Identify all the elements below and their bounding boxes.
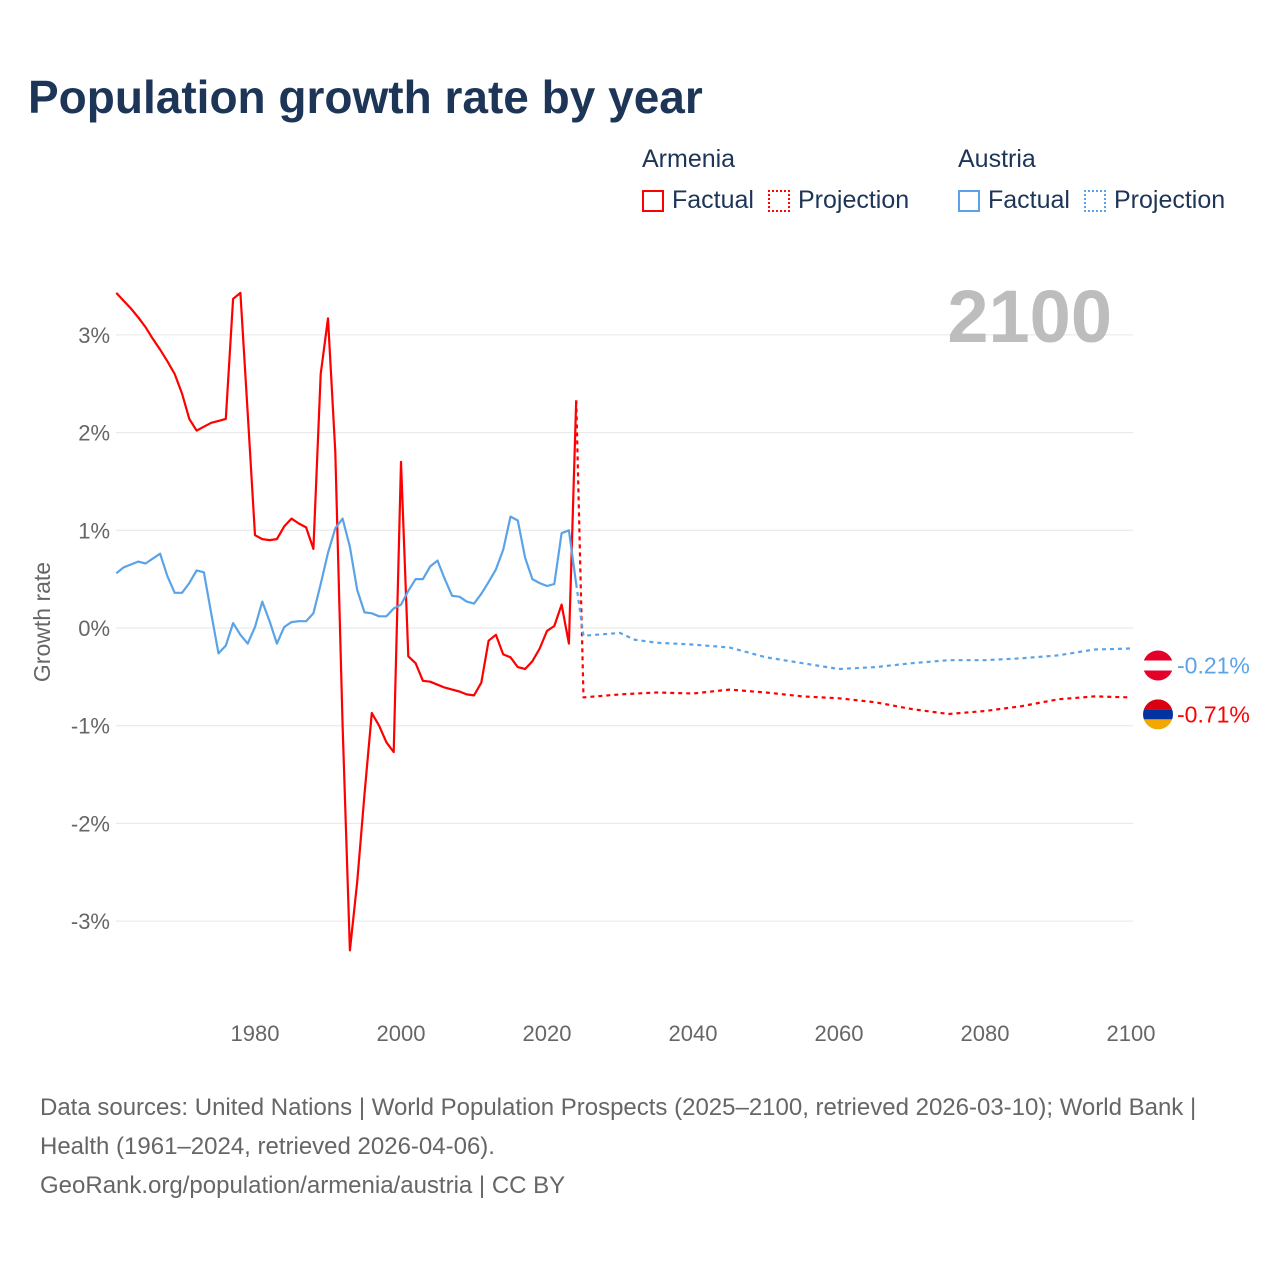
armenia-projection-line <box>575 400 1132 716</box>
legend-armenia-projection[interactable]: Projection <box>767 186 910 215</box>
legend-group-austria: Austria <box>958 145 1036 173</box>
austria-factual-line <box>115 515 578 655</box>
austria-flag-icon <box>1143 650 1173 681</box>
x-tick-label: 2040 <box>669 1021 718 1046</box>
credit-link[interactable]: GeoRank.org/population/armenia/austria |… <box>40 1172 566 1199</box>
y-tick-label: 0% <box>78 616 110 641</box>
dotted-swatch-icon <box>1083 189 1106 212</box>
x-tick-label: 2080 <box>961 1021 1010 1046</box>
austria-end-label: -0.21% <box>1177 653 1250 679</box>
y-axis-label: Growth rate <box>29 562 55 682</box>
line-chart: 3% 2% 1% 0% -1% -2% -3% 1980 2000 2020 2040 2060 208… <box>29 275 1250 1046</box>
y-tick-label: -3% <box>71 909 110 934</box>
armenia-factual-line <box>115 291 578 952</box>
footer: Data sources: United Nations | World Pop… <box>40 1088 1240 1205</box>
solid-swatch-icon <box>642 189 664 212</box>
data-sources: Data sources: United Nations | World Pop… <box>40 1094 1197 1160</box>
legend-label: Factual <box>672 186 754 214</box>
legend-armenia-factual[interactable]: Factual <box>642 186 754 215</box>
legend-label: Projection <box>797 186 910 214</box>
legend-armenia: Factual Projection <box>642 186 923 215</box>
x-tick-label: 2000 <box>377 1021 426 1046</box>
legend-label: Factual <box>988 186 1070 214</box>
legend-group-armenia: Armenia <box>642 145 736 173</box>
y-tick-label: -2% <box>71 811 110 836</box>
y-tick-label: 3% <box>78 323 110 348</box>
legend-label: Projection <box>1113 186 1226 214</box>
y-tick-label: -1% <box>71 714 110 739</box>
year-overlay: 2100 <box>947 275 1112 358</box>
austria-projection-line <box>575 583 1132 671</box>
y-tick-label: 1% <box>78 518 110 543</box>
armenia-end-label: -0.71% <box>1177 701 1250 727</box>
dotted-swatch-icon <box>767 189 790 212</box>
legend-austria: Factual Projection <box>958 186 1239 215</box>
armenia-flag-icon <box>1143 699 1173 730</box>
solid-swatch-icon <box>958 189 980 212</box>
x-tick-label: 2100 <box>1107 1021 1156 1046</box>
x-tick-label: 2020 <box>523 1021 572 1046</box>
legend-austria-projection[interactable]: Projection <box>1083 186 1226 215</box>
y-tick-label: 2% <box>78 421 110 446</box>
legend-austria-factual[interactable]: Factual <box>958 186 1070 215</box>
x-tick-label: 2060 <box>815 1021 864 1046</box>
chart-title: Population growth rate by year <box>28 71 703 123</box>
x-tick-label: 1980 <box>231 1021 280 1046</box>
